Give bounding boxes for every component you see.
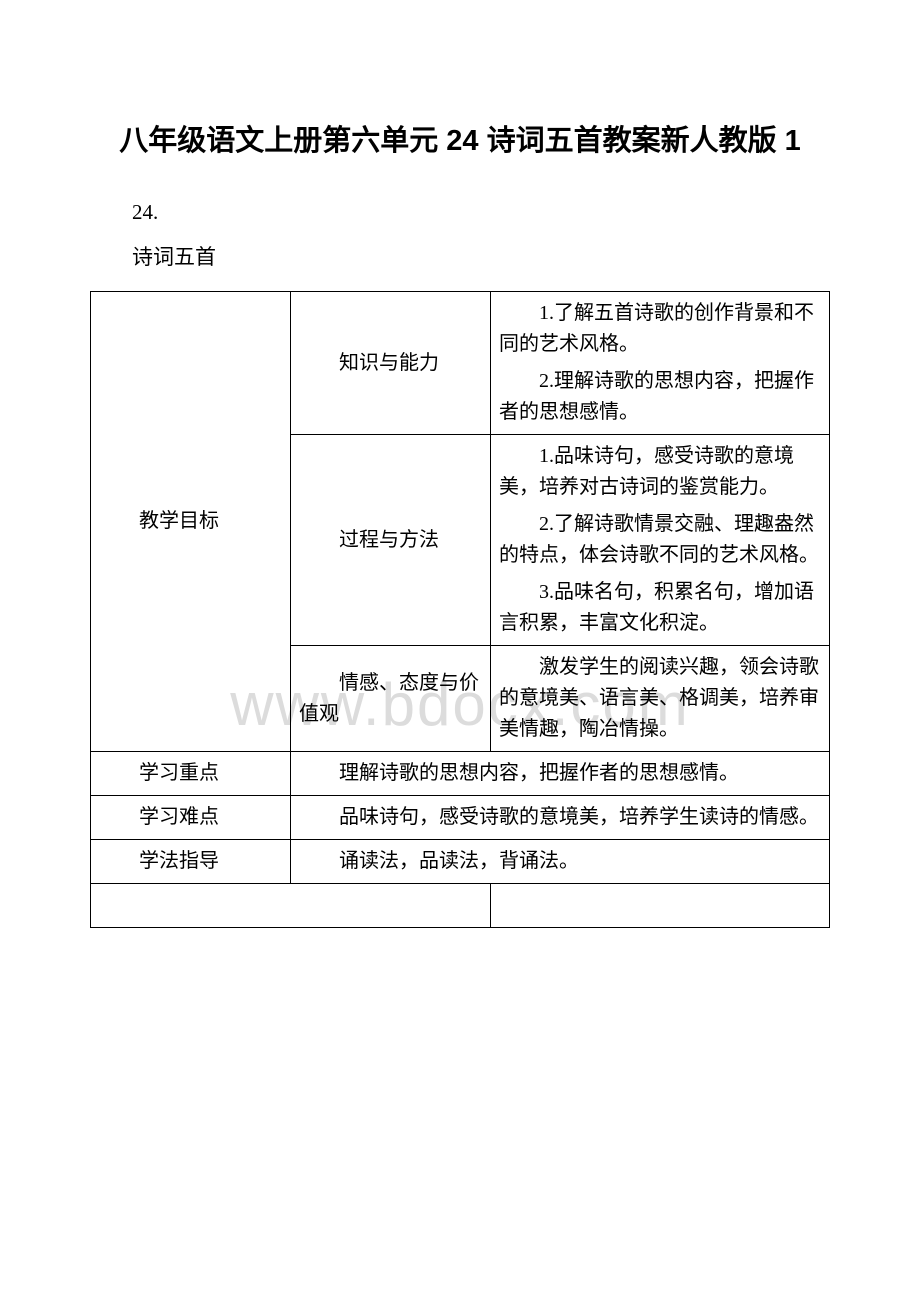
cell-empty	[91, 884, 491, 928]
cell-teaching-goal: 教学目标	[91, 292, 291, 752]
cell-knowledge-content: 1.了解五首诗歌的创作背景和不同的艺术风格。 2.理解诗歌的思想内容，把握作者的…	[491, 292, 830, 435]
text-content: 2.了解诗歌情景交融、理趣盎然的特点，体会诗歌不同的艺术风格。	[499, 509, 821, 571]
text-content: 1.品味诗句，感受诗歌的意境美，培养对古诗词的鉴赏能力。	[499, 441, 821, 503]
text-content: 1.了解五首诗歌的创作背景和不同的艺术风格。	[499, 298, 821, 360]
table-row: 教学目标 知识与能力 1.了解五首诗歌的创作背景和不同的艺术风格。 2.理解诗歌…	[91, 292, 830, 435]
cell-process-method: 过程与方法	[291, 435, 491, 646]
text-content: 理解诗歌的思想内容，把握作者的思想感情。	[299, 758, 821, 789]
cell-study-difficulty-content: 品味诗句，感受诗歌的意境美，培养学生读诗的情感。	[291, 796, 830, 840]
label-study-difficulty: 学习难点	[99, 802, 282, 833]
text-content: 2.理解诗歌的思想内容，把握作者的思想感情。	[499, 366, 821, 428]
table-row: 学习难点 品味诗句，感受诗歌的意境美，培养学生读诗的情感。	[91, 796, 830, 840]
cell-study-focus: 学习重点	[91, 752, 291, 796]
cell-empty	[491, 884, 830, 928]
cell-study-focus-content: 理解诗歌的思想内容，把握作者的思想感情。	[291, 752, 830, 796]
label-teaching-goal: 教学目标	[99, 506, 282, 537]
text-content: 诵读法，品读法，背诵法。	[299, 846, 821, 877]
cell-knowledge-ability: 知识与能力	[291, 292, 491, 435]
label-study-focus: 学习重点	[99, 758, 282, 789]
page-content: 八年级语文上册第六单元 24 诗词五首教案新人教版 1 24. 诗词五首 教学目…	[90, 120, 830, 928]
text-content: 品味诗句，感受诗歌的意境美，培养学生读诗的情感。	[299, 802, 821, 833]
cell-emotion-attitude: 情感、态度与价值观	[291, 646, 491, 752]
text-content: 3.品味名句，积累名句，增加语言积累，丰富文化积淀。	[499, 577, 821, 639]
table-row: 学习重点 理解诗歌的思想内容，把握作者的思想感情。	[91, 752, 830, 796]
intro-text: 诗词五首	[90, 239, 830, 277]
lesson-plan-table: 教学目标 知识与能力 1.了解五首诗歌的创作背景和不同的艺术风格。 2.理解诗歌…	[90, 291, 830, 928]
table-row: 学法指导 诵读法，品读法，背诵法。	[91, 840, 830, 884]
label-emotion-attitude: 情感、态度与价值观	[299, 668, 482, 730]
cell-study-difficulty: 学习难点	[91, 796, 291, 840]
document-title: 八年级语文上册第六单元 24 诗词五首教案新人教版 1	[90, 120, 830, 164]
label-knowledge-ability: 知识与能力	[299, 348, 482, 379]
label-process-method: 过程与方法	[299, 525, 482, 556]
cell-method-guide: 学法指导	[91, 840, 291, 884]
label-method-guide: 学法指导	[99, 846, 282, 877]
intro-number: 24.	[90, 194, 830, 232]
cell-method-guide-content: 诵读法，品读法，背诵法。	[291, 840, 830, 884]
text-content: 激发学生的阅读兴趣，领会诗歌的意境美、语言美、格调美，培养审美情趣，陶冶情操。	[499, 652, 821, 745]
cell-emotion-content: 激发学生的阅读兴趣，领会诗歌的意境美、语言美、格调美，培养审美情趣，陶冶情操。	[491, 646, 830, 752]
table-row	[91, 884, 830, 928]
cell-process-content: 1.品味诗句，感受诗歌的意境美，培养对古诗词的鉴赏能力。 2.了解诗歌情景交融、…	[491, 435, 830, 646]
